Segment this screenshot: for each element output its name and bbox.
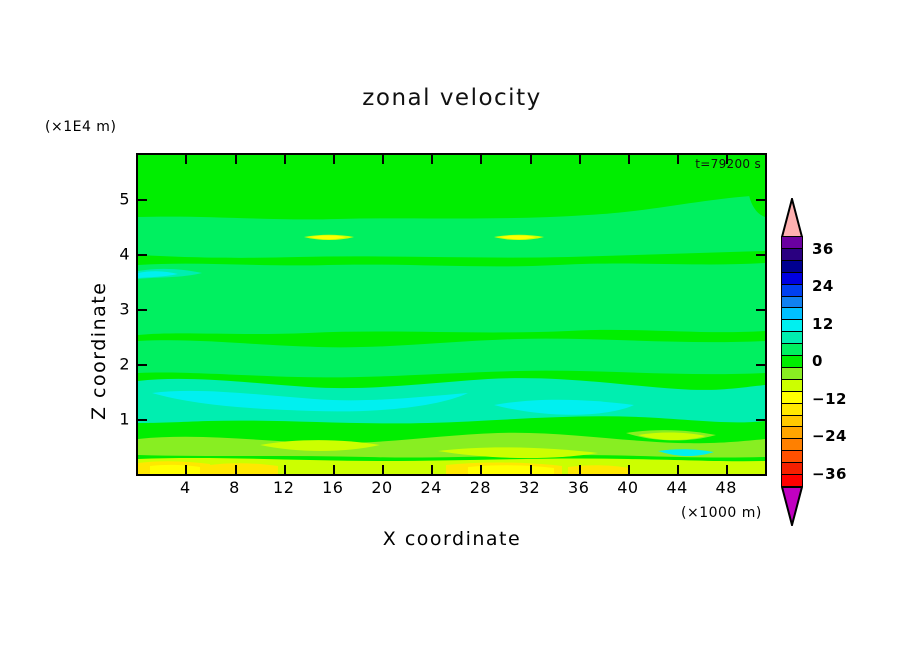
colorbar-tick-label: 36 xyxy=(812,239,834,258)
x-unit-label: (×1000 m) xyxy=(681,505,762,521)
y-tick-right xyxy=(756,419,765,421)
colorbar-tick-label: −12 xyxy=(812,389,847,408)
x-tick xyxy=(480,465,483,474)
x-tick xyxy=(185,465,188,474)
y-tick-label: 1 xyxy=(119,409,130,429)
y-tick xyxy=(138,254,147,256)
x-tick-top xyxy=(234,155,237,164)
y-tick-label: 4 xyxy=(119,244,130,264)
colorbar-band xyxy=(781,474,803,488)
x-tick-label: 8 xyxy=(229,478,240,497)
x-tick-top xyxy=(382,155,384,164)
colorbar-tick-label: −36 xyxy=(812,464,847,483)
y-tick xyxy=(138,419,147,421)
x-tick-top xyxy=(726,155,729,164)
x-tick xyxy=(627,465,630,474)
x-tick-label: 12 xyxy=(273,478,295,497)
x-tick-label: 28 xyxy=(469,478,492,497)
x-tick-label: 40 xyxy=(617,478,639,497)
z-unit-label: (×1E4 m) xyxy=(45,119,117,135)
y-tick-label: 3 xyxy=(119,299,130,319)
x-tick xyxy=(332,465,335,474)
x-tick-top xyxy=(529,155,532,164)
x-tick xyxy=(677,465,680,474)
timestamp-annotation: t=79200 s xyxy=(695,157,761,171)
x-tick-top xyxy=(283,155,286,164)
x-tick xyxy=(529,465,532,474)
y-tick-right xyxy=(756,309,765,311)
x-tick-top xyxy=(431,155,434,164)
colorbar xyxy=(781,198,803,526)
colorbar-tick-label: −24 xyxy=(812,427,847,445)
x-tick xyxy=(382,465,384,474)
x-tick-top xyxy=(578,155,581,164)
page-title: zonal velocity xyxy=(362,85,542,111)
x-tick-top xyxy=(627,155,630,164)
y-tick xyxy=(138,309,147,311)
x-tick-label: 16 xyxy=(322,478,344,497)
x-tick-label: 24 xyxy=(420,478,442,497)
x-tick xyxy=(234,465,237,474)
x-tick xyxy=(726,465,729,474)
colorbar-tick-label: 0 xyxy=(812,352,823,370)
x-tick xyxy=(578,465,581,474)
x-tick xyxy=(283,465,286,474)
x-tick-label: 44 xyxy=(666,478,688,497)
contour-plot-area: t=79200 s xyxy=(136,153,767,476)
colorbar-tick-label: 12 xyxy=(812,314,834,333)
x-tick xyxy=(431,465,434,474)
y-tick-label: 2 xyxy=(119,354,130,374)
x-tick-top xyxy=(332,155,335,164)
x-tick-label: 32 xyxy=(518,478,541,497)
x-tick-label: 48 xyxy=(715,478,737,497)
y-tick xyxy=(138,364,147,366)
contour-field xyxy=(138,155,765,474)
x-axis-title: X coordinate xyxy=(382,528,522,550)
colorbar-over-cap xyxy=(781,198,803,238)
colorbar-tick-label: 24 xyxy=(812,277,834,295)
x-tick-top xyxy=(480,155,483,164)
y-tick-right xyxy=(756,254,765,256)
x-tick-label: 4 xyxy=(179,478,191,497)
y-tick-label: 5 xyxy=(119,189,130,209)
y-tick-right xyxy=(756,199,765,201)
x-tick-top xyxy=(185,155,188,164)
x-tick-label: 36 xyxy=(568,478,590,497)
x-tick-label: 20 xyxy=(371,478,393,497)
y-axis-title: Z coordinate xyxy=(88,281,110,420)
y-tick xyxy=(138,199,147,201)
x-tick-top xyxy=(677,155,680,164)
colorbar-under-cap xyxy=(781,486,803,526)
y-tick-right xyxy=(756,364,765,366)
